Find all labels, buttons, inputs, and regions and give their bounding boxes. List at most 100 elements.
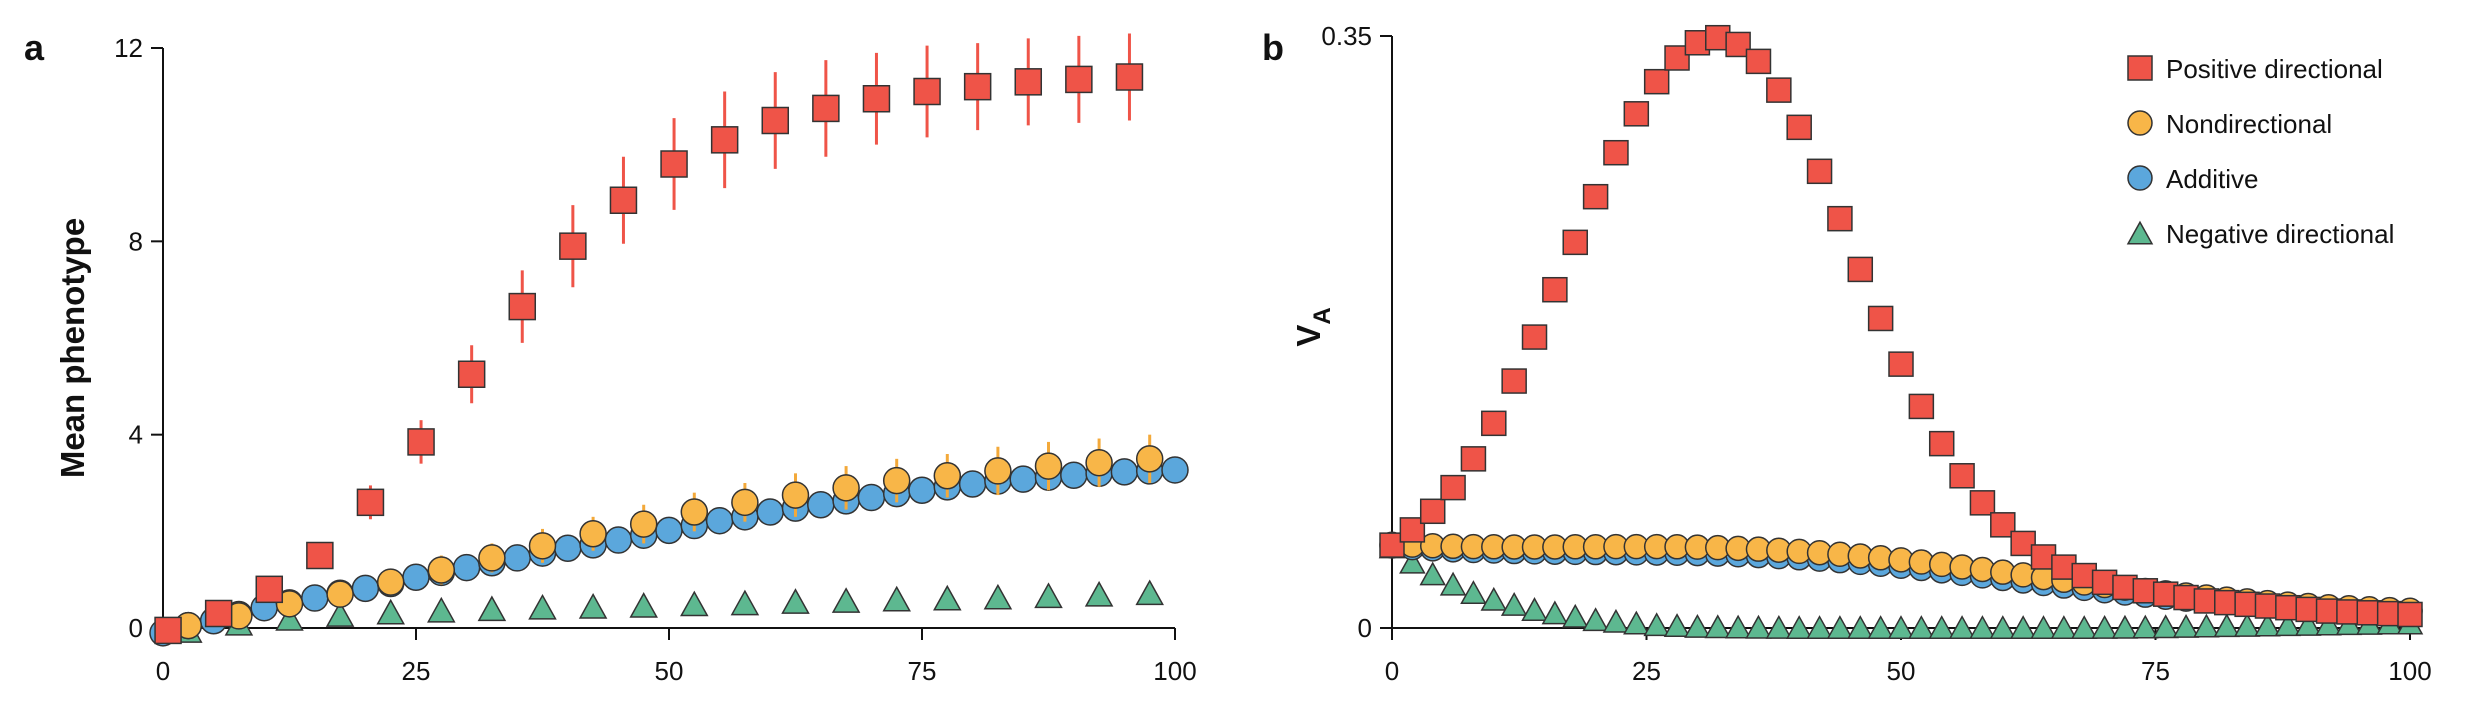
data-point-positive (1562, 229, 1588, 256)
x-tick-label: 0 (1385, 656, 1399, 686)
data-point-negative (629, 592, 658, 618)
data-point-positive (255, 575, 284, 604)
data-point-positive (356, 488, 385, 517)
data-point-negative (1785, 615, 1813, 640)
data-point-negative (1084, 580, 1114, 607)
data-point-additive (1161, 456, 1189, 484)
data-point-nondirectional (579, 520, 607, 548)
data-point-positive (1969, 490, 1996, 516)
data-point-negative (1663, 613, 1691, 638)
data-point-positive (1460, 446, 1487, 472)
data-point-positive (710, 126, 739, 154)
data-point-negative (2274, 612, 2302, 637)
data-point-positive (1928, 430, 1955, 457)
data-point-negative (1724, 614, 1752, 639)
data-point-negative (2294, 611, 2322, 636)
data-point-negative (578, 593, 608, 619)
y-tick-label: 8 (129, 226, 143, 256)
data-point-additive (402, 563, 430, 591)
data-point-additive (554, 534, 582, 562)
data-point-negative (275, 605, 304, 631)
data-point-positive (1481, 410, 1507, 437)
data-point-additive (655, 516, 683, 545)
data-point-nondirectional (882, 466, 911, 495)
data-point-positive (407, 428, 435, 456)
x-tick-label: 25 (402, 656, 431, 686)
data-point-negative (1541, 600, 1569, 625)
data-point-positive (508, 292, 537, 321)
y-axis-title: VA (1290, 307, 1336, 346)
data-point-negative (1582, 607, 1609, 632)
data-point-positive (1440, 474, 1466, 501)
data-point-negative (325, 601, 355, 627)
x-tick-label: 75 (2141, 656, 2170, 686)
data-point-positive (1888, 351, 1914, 377)
data-point-negative (2193, 613, 2220, 638)
data-point-negative (1399, 549, 1426, 574)
data-point-nondirectional (376, 568, 405, 596)
data-point-negative (2091, 614, 2118, 639)
legend-marker-additive (2127, 165, 2153, 191)
data-point-negative (1989, 615, 2017, 640)
data-point-nondirectional (781, 481, 810, 509)
data-point-positive (1115, 63, 1144, 91)
data-point-positive (963, 72, 992, 101)
data-point-negative (1847, 615, 1874, 640)
y-tick-label: 12 (114, 33, 143, 63)
data-point-negative (1908, 615, 1935, 640)
data-point-nondirectional (427, 556, 456, 584)
data-point-positive (1867, 305, 1894, 332)
data-point-additive (1060, 461, 1088, 490)
data-point-negative (1602, 608, 1630, 633)
y-axis-title: Mean phenotype (54, 218, 91, 478)
data-point-nondirectional (629, 510, 658, 538)
data-point-positive (1065, 65, 1093, 94)
data-point-negative (2070, 615, 2098, 640)
data-point-additive (1110, 458, 1139, 486)
data-point-positive (1521, 324, 1548, 350)
legend-marker-nondirectional (2127, 110, 2153, 136)
data-point-negative (1439, 571, 1467, 596)
data-point-negative (1500, 591, 1528, 616)
panel-a-letter: a (24, 27, 45, 68)
data-point-negative (1684, 613, 1711, 638)
legend-label-additive: Additive (2166, 164, 2259, 194)
data-point-negative (1928, 615, 1955, 640)
data-point-additive (604, 526, 633, 554)
data-point-positive (1014, 68, 1043, 96)
data-point-negative (2132, 614, 2159, 639)
data-point-negative (983, 583, 1013, 610)
data-point-positive (2397, 601, 2423, 628)
data-point-nondirectional (832, 474, 860, 502)
y-tick-label: 0 (1358, 613, 1372, 643)
y-tick-label: 4 (129, 420, 143, 450)
data-point-negative (1806, 615, 1833, 640)
data-point-additive (857, 483, 886, 512)
data-point-positive (1847, 256, 1874, 283)
data-point-negative (1135, 579, 1164, 606)
data-point-additive (452, 553, 481, 582)
x-tick-label: 0 (156, 656, 170, 686)
data-point-additive (908, 476, 936, 504)
x-tick-label: 75 (908, 656, 937, 686)
data-point-negative (1969, 615, 1996, 640)
x-tick-label: 50 (655, 656, 684, 686)
data-point-nondirectional (326, 580, 354, 608)
data-point-nondirectional (1135, 445, 1164, 473)
data-point-negative (1034, 582, 1063, 609)
data-point-positive (1766, 77, 1792, 103)
data-point-additive (705, 506, 734, 535)
data-point-negative (1745, 614, 1772, 639)
data-point-positive (1419, 498, 1446, 525)
data-point-positive (1949, 463, 1975, 489)
data-point-positive (154, 616, 182, 645)
x-tick-label: 100 (2388, 656, 2431, 686)
data-point-positive (559, 232, 587, 260)
data-point-negative (882, 585, 911, 612)
series-additive (149, 456, 1189, 647)
data-point-negative (1643, 612, 1670, 637)
data-point-negative (1521, 597, 1548, 621)
data-point-positive (761, 106, 790, 135)
series-positive (1379, 24, 2423, 628)
